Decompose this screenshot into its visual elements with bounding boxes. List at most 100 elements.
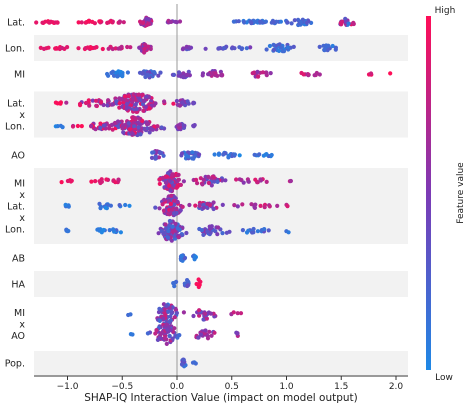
- data-point: [206, 180, 211, 186]
- colorbar: High Low Feature value: [426, 6, 466, 383]
- data-point: [133, 102, 138, 107]
- data-point: [100, 46, 105, 52]
- data-point: [170, 224, 175, 229]
- row-bands: [34, 35, 408, 375]
- data-point: [174, 98, 179, 104]
- data-point: [110, 127, 115, 132]
- data-point: [167, 333, 172, 339]
- data-point: [267, 204, 272, 209]
- data-point: [259, 20, 264, 25]
- data-point: [58, 101, 63, 106]
- data-point: [176, 235, 181, 240]
- data-point: [167, 305, 172, 310]
- data-point: [171, 101, 176, 106]
- feature-label-mi-ao-a: AO: [11, 331, 25, 342]
- data-point: [192, 255, 197, 260]
- feature-label-mi-ao-a: x: [19, 320, 25, 331]
- data-point: [172, 281, 177, 286]
- data-point: [59, 180, 64, 185]
- data-point: [153, 205, 158, 210]
- data-point: [205, 201, 210, 206]
- data-point: [167, 218, 172, 224]
- data-point: [368, 71, 374, 76]
- data-point: [197, 308, 202, 313]
- data-point: [149, 155, 155, 160]
- data-point: [198, 332, 203, 337]
- data-point: [165, 309, 171, 314]
- data-point: [141, 98, 146, 103]
- data-point: [164, 341, 169, 346]
- data-point: [232, 152, 237, 157]
- data-point: [158, 70, 163, 75]
- data-point: [285, 204, 290, 209]
- data-point: [190, 150, 195, 155]
- data-point: [177, 125, 182, 130]
- feature-label-mi: MI: [14, 70, 25, 81]
- data-point: [116, 46, 121, 51]
- data-point: [151, 150, 156, 155]
- data-point: [253, 177, 258, 182]
- data-point: [249, 202, 254, 207]
- data-point: [107, 228, 112, 233]
- data-point: [75, 123, 80, 129]
- data-point: [258, 203, 263, 208]
- data-point: [174, 185, 179, 190]
- data-point: [206, 174, 211, 179]
- data-point: [108, 19, 114, 24]
- data-point: [177, 122, 183, 127]
- data-point: [43, 19, 48, 24]
- data-point: [238, 311, 244, 316]
- data-point: [126, 93, 132, 99]
- data-point: [237, 153, 242, 158]
- data-point: [181, 179, 186, 184]
- data-point: [278, 45, 283, 50]
- data-point: [184, 153, 189, 158]
- data-point: [216, 225, 221, 230]
- data-point: [205, 229, 210, 234]
- data-point: [285, 45, 290, 50]
- data-point: [235, 311, 240, 316]
- data-point: [179, 257, 184, 263]
- data-point: [180, 204, 185, 209]
- data-point: [125, 70, 130, 75]
- data-point: [176, 177, 181, 182]
- data-point: [147, 106, 152, 111]
- data-point: [130, 131, 135, 136]
- data-point: [236, 19, 241, 24]
- data-point: [223, 178, 228, 183]
- data-point: [219, 73, 224, 78]
- data-point: [206, 72, 211, 77]
- data-point: [117, 101, 122, 106]
- data-point: [149, 99, 154, 104]
- row-band-ha: [34, 271, 408, 297]
- data-point: [197, 313, 202, 318]
- data-point: [160, 175, 165, 180]
- data-point: [154, 328, 159, 333]
- feature-label-lon: Lon.: [5, 44, 25, 55]
- data-point: [333, 45, 338, 50]
- data-point: [104, 177, 109, 182]
- data-point: [264, 179, 269, 184]
- data-point: [170, 229, 175, 234]
- data-point: [208, 311, 213, 316]
- data-point: [262, 205, 267, 210]
- data-point: [156, 73, 161, 78]
- feature-label-mi-lat-lon-a: Lat.: [7, 202, 25, 213]
- data-point: [187, 202, 192, 208]
- data-point: [241, 180, 246, 185]
- data-point: [249, 21, 254, 26]
- data-point: [128, 45, 133, 50]
- feature-label-mi-lat-lon-a: x: [19, 190, 25, 201]
- data-point: [172, 315, 177, 320]
- data-point: [174, 310, 179, 316]
- data-point: [122, 94, 128, 99]
- data-point: [164, 303, 169, 308]
- data-point: [162, 197, 167, 202]
- data-point: [97, 19, 102, 24]
- data-point: [117, 20, 122, 25]
- data-point: [231, 310, 236, 315]
- data-point: [234, 177, 239, 182]
- data-point: [178, 182, 183, 187]
- data-point: [86, 98, 91, 103]
- data-point: [174, 206, 179, 211]
